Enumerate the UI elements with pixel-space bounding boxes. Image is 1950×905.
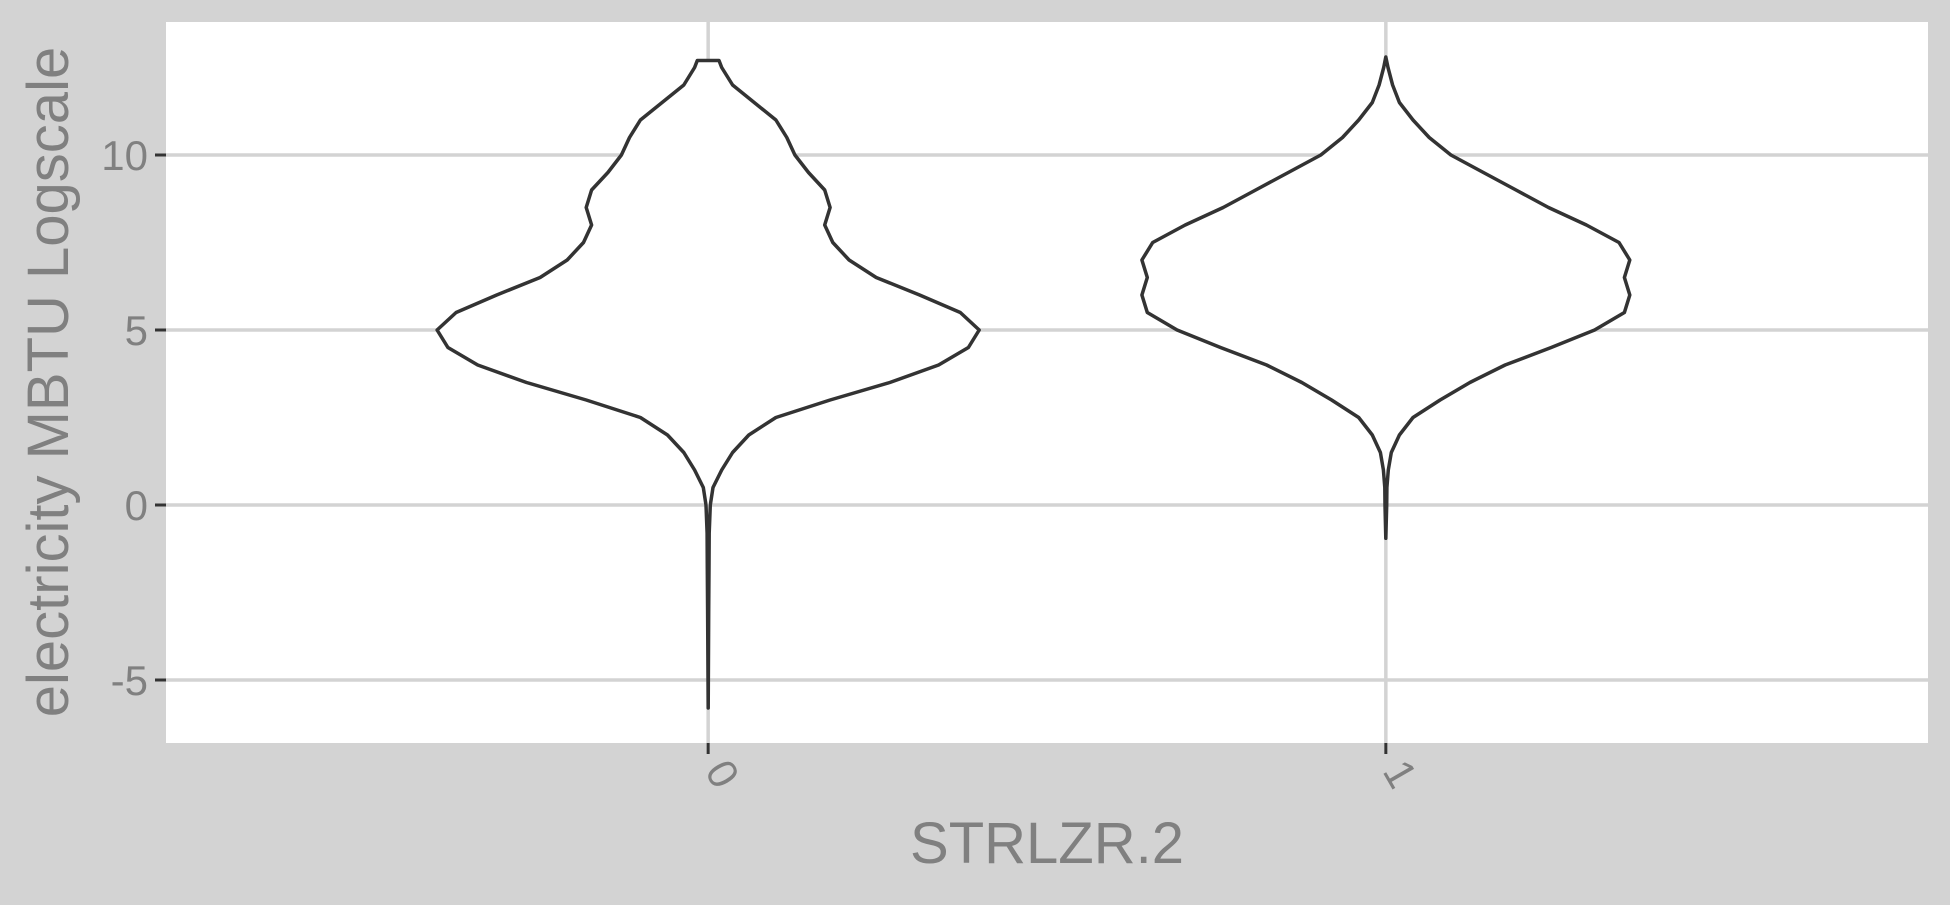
x-tick-label: 0 [696, 752, 748, 796]
x-axis-title: STRLZR.2 [910, 811, 1184, 876]
y-tick-label: -5 [111, 657, 148, 704]
violin-1 [1140, 55, 1632, 541]
y-tick-label: 5 [125, 307, 148, 354]
y-tick-label: 0 [125, 482, 148, 529]
x-tick-label: 1 [1374, 752, 1426, 796]
y-axis-title: electricity MBTU Logscale [16, 47, 81, 717]
y-tick-label: 10 [101, 132, 148, 179]
violins [435, 55, 1632, 710]
plot-panel [166, 22, 1928, 743]
violin-0 [435, 58, 981, 710]
y-axis: -5 0 5 10 [101, 132, 166, 704]
